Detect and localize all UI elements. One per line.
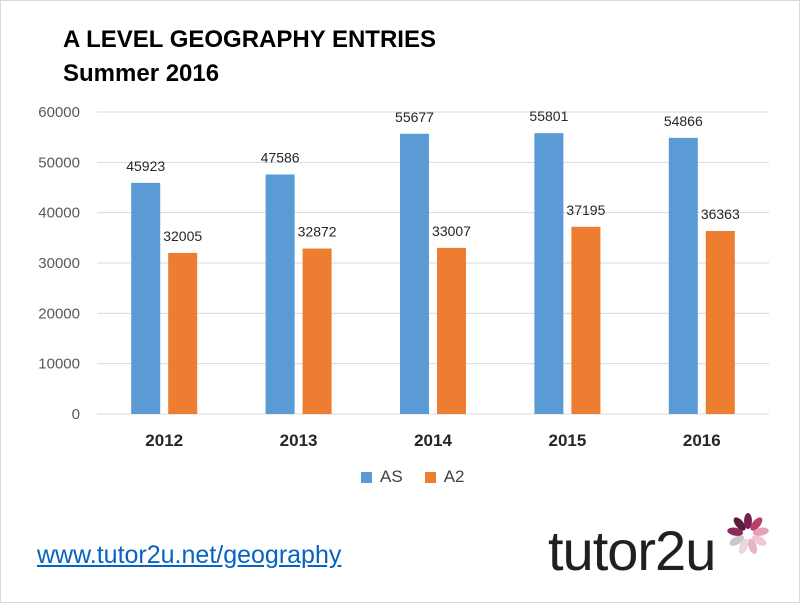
data-label: 37195 <box>566 202 605 218</box>
bar-a2 <box>168 252 198 414</box>
x-tick-label: 2015 <box>548 431 586 450</box>
y-tick-label: 40000 <box>38 205 80 222</box>
data-label: 55677 <box>395 109 434 125</box>
x-tick-label: 2016 <box>683 431 721 450</box>
bar-a2 <box>437 247 466 414</box>
bar-a2 <box>302 248 332 414</box>
legend-item-a2: A2 <box>424 467 465 487</box>
bar-a2 <box>705 230 735 414</box>
data-label: 32872 <box>298 224 337 240</box>
legend-label-a2: A2 <box>443 467 465 486</box>
chart-title: A LEVEL GEOGRAPHY ENTRIES Summer 2016 <box>63 23 436 91</box>
bar-as <box>131 182 161 414</box>
data-label: 32005 <box>163 228 202 244</box>
chart-legend: AS A2 <box>361 467 464 487</box>
y-tick-label: 60000 <box>38 104 80 121</box>
bar-as <box>534 133 564 415</box>
y-tick-label: 30000 <box>38 255 80 272</box>
flower-logo-icon <box>727 513 769 554</box>
x-tick-label: 2014 <box>414 431 452 450</box>
bar-as <box>265 174 295 414</box>
chart-title-line1: A LEVEL GEOGRAPHY ENTRIES <box>63 26 436 53</box>
data-label: 55801 <box>529 108 568 124</box>
chart-subtitle: Summer 2016 <box>63 60 220 87</box>
bar-as <box>668 137 698 415</box>
legend-swatch-a2 <box>424 471 436 483</box>
website-link[interactable]: www.tutor2u.net/geography <box>37 541 342 569</box>
bar-a2 <box>571 226 601 414</box>
y-tick-label: 50000 <box>38 154 80 171</box>
legend-item-as: AS <box>361 467 403 487</box>
bar-as <box>400 133 429 414</box>
y-tick-label: 0 <box>72 406 80 423</box>
data-label: 36363 <box>701 206 740 222</box>
x-tick-label: 2012 <box>145 431 183 450</box>
y-tick-label: 10000 <box>38 356 80 373</box>
data-label: 45923 <box>126 158 165 174</box>
y-tick-label: 20000 <box>38 305 80 322</box>
x-tick-label: 2013 <box>280 431 318 450</box>
logo-wordmark: tutor2u <box>548 519 716 582</box>
data-label: 47586 <box>261 149 300 165</box>
legend-swatch-as <box>361 471 372 483</box>
data-label: 54866 <box>664 113 703 129</box>
data-label: 33007 <box>432 223 471 239</box>
legend-label-as: AS <box>380 467 403 486</box>
tutor2u-logo: tutor2u <box>548 513 778 586</box>
